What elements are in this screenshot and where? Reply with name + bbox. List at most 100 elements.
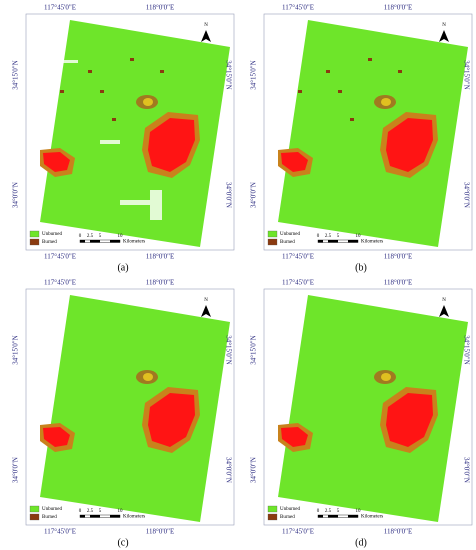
scale-bar-fill [110,515,120,518]
legend-swatch [29,238,40,246]
longitude-label: 118°0'0"E [146,253,174,261]
panel-label: (b) [355,262,367,273]
scale-bar-fill [90,515,100,518]
study-area [40,20,230,247]
scale-bar-fill [328,515,338,518]
longitude-label: 117°45'0"E [44,279,76,287]
latitude-label: 34°15'0"N [250,60,258,89]
legend-label: Burned [280,515,295,520]
burned-area [148,118,195,172]
study-area [278,295,468,522]
longitude-label: 117°45'0"E [44,528,76,536]
latitude-label: 34°15'0"N [224,60,232,89]
latitude-label: 34°15'0"N [12,335,20,364]
scale-bar-fill [110,240,120,243]
study-area [40,295,230,522]
study-area [278,20,468,247]
scale-bar-fill [90,240,100,243]
scale-unit: Kilometers [123,240,145,245]
scale-label: 2.5 [325,234,332,239]
latitude-label: 34°0'0"N [462,182,470,208]
longitude-label: 117°45'0"E [282,253,314,261]
no-data-strip [60,60,78,63]
no-data-strip [150,190,162,220]
scale-label: 5 [337,234,340,239]
latitude-label: 34°0'0"N [12,182,20,208]
legend-swatch [29,513,40,521]
burn-speck [88,70,92,73]
burned-area [381,98,391,106]
latitude-label: 34°15'0"N [250,335,258,364]
scale-label: 10 [356,234,362,239]
burn-speck [326,70,330,73]
legend-swatch [267,238,278,246]
scale-bar-fill [318,515,323,518]
scale-bar-fill [348,240,358,243]
latitude-label: 34°0'0"N [462,457,470,483]
north-arrow [201,305,211,317]
legend-swatch [29,230,40,238]
longitude-label: 117°45'0"E [282,4,314,12]
scale-label: 2.5 [87,509,94,514]
legend-swatch [267,505,278,513]
burned-area [386,118,433,172]
scale-label: 2.5 [325,509,332,514]
longitude-label: 117°45'0"E [44,4,76,12]
scale-bar-fill [328,240,338,243]
burn-speck [298,90,302,93]
scale-unit: Kilometers [361,515,383,520]
longitude-label: 118°0'0"E [384,279,412,287]
north-label: N [442,23,446,28]
legend-label: Unburned [280,232,300,237]
scale-label: 0 [79,509,82,514]
burned-area [386,393,433,447]
burn-speck [338,90,342,93]
burned-area [143,98,153,106]
north-label: N [204,298,208,303]
burned-area [381,373,391,381]
scale-bar-fill [80,240,85,243]
north-arrow [439,30,449,42]
legend-label: Unburned [280,507,300,512]
legend-swatch [267,513,278,521]
burned-area [148,393,195,447]
latitude-label: 34°15'0"N [12,60,20,89]
longitude-label: 118°0'0"E [384,253,412,261]
map-panel: 117°45'0"E 118°0'0"E 117°45'0"E 118°0'0"E 34… [12,4,235,273]
north-label: N [442,298,446,303]
latitude-label: 34°0'0"N [224,457,232,483]
scale-unit: Kilometers [123,515,145,520]
latitude-label: 34°15'0"N [462,335,470,364]
latitude-label: 34°0'0"N [250,457,258,483]
longitude-label: 118°0'0"E [146,4,174,12]
scale-label: 0 [317,509,320,514]
longitude-label: 117°45'0"E [282,279,314,287]
longitude-label: 118°0'0"E [146,279,174,287]
map-panel: 117°45'0"E 118°0'0"E 117°45'0"E 118°0'0"E 34… [12,279,235,548]
longitude-label: 118°0'0"E [146,528,174,536]
burned-area [43,152,70,172]
no-data-strip [120,200,150,205]
burn-speck [350,118,354,121]
scale-label: 10 [356,509,362,514]
burned-area [281,152,308,172]
legend-label: Burned [42,515,57,520]
legend-label: Unburned [42,507,62,512]
latitude-label: 34°0'0"N [250,182,258,208]
scale-label: 5 [337,509,340,514]
scale-label: 5 [99,234,102,239]
burn-speck [112,118,116,121]
legend-label: Burned [42,240,57,245]
panel-label: (a) [117,262,128,273]
north-arrow [201,30,211,42]
longitude-label: 117°45'0"E [282,528,314,536]
legend-swatch [29,505,40,513]
map-panel: 117°45'0"E 118°0'0"E 117°45'0"E 118°0'0"E 34… [250,4,473,273]
panel-label: (d) [355,537,367,548]
burn-speck [368,58,372,61]
longitude-label: 117°45'0"E [44,253,76,261]
burn-speck [100,90,104,93]
burned-area [43,427,70,447]
north-label: N [204,23,208,28]
